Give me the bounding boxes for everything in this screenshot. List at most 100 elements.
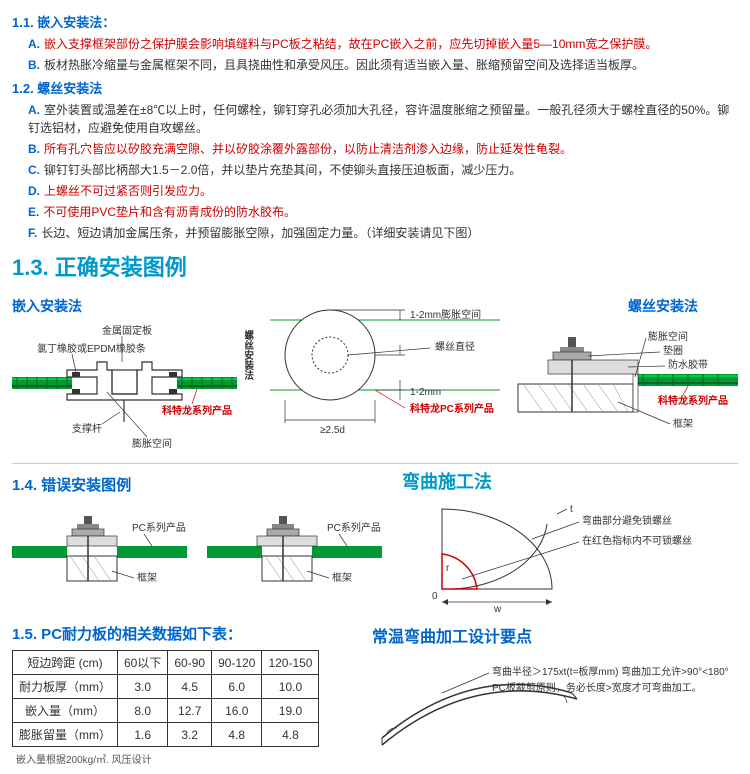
table-cell: 4.5: [168, 675, 212, 699]
table-header: 60-90: [168, 651, 212, 675]
curve-heading: 弯曲施工法: [402, 468, 722, 494]
s12-e: E. 不可使用PVC垫片和含有沥青成份的防水胶布。: [28, 203, 738, 221]
screw-top-svg: 螺丝安装法 1-2mm膨胀空间 螺丝直径 1-2mm 科特龙PC系列产品: [245, 290, 500, 440]
item-text: 长边、短边请加金属压条，并预留膨胀空隙，加强固定力量。（详细安装请见下图）: [41, 226, 479, 240]
label: 氯丁橡胶或EPDM橡胶条: [37, 342, 146, 355]
section-bend-design: 常温弯曲加工设计要点 弯曲半径＞175xt(t=板厚mm) 弯曲加工允许>90°…: [372, 617, 732, 766]
label: 螺丝直径: [435, 340, 475, 353]
label: 在红色指标内不可锁螺丝: [582, 534, 692, 547]
section-1-4: 1.4. 错误安装图例 PC系列产品 框架 PC系列产品 框架: [12, 468, 382, 617]
s11-b: B. 板材热胀冷缩量与金属框架不同，且具挠曲性和承受风压。因此须有适当嵌入量、胀缩…: [28, 56, 738, 74]
table-cell: 8.0: [118, 699, 168, 723]
item-text: 室外装置或温差在±8℃以上时，任何螺栓，铆钉穿孔必须加大孔径，容许温度胀缩之预留…: [28, 103, 729, 135]
label: 科特龙系列产品: [162, 404, 232, 417]
table-cell: 10.0: [262, 675, 319, 699]
diagram-screw-top: 螺丝安装法 1-2mm膨胀空间 螺丝直径 1-2mm 科特龙PC系列产品: [245, 290, 500, 455]
section-1-4-heading: 1.4. 错误安装图例: [12, 474, 382, 495]
label: 垫圈: [663, 344, 683, 357]
label: 支撑杆: [72, 422, 102, 435]
label: 1-2mm: [410, 387, 441, 398]
label: 膨胀空间: [132, 437, 172, 450]
label: t: [570, 504, 573, 515]
item-tag: A.: [28, 37, 40, 51]
table-cell: 16.0: [212, 699, 262, 723]
s12-f: F. 长边、短边请加金属压条，并预留膨胀空隙，加强固定力量。（详细安装请见下图）: [28, 224, 738, 242]
table-row: 嵌入量（mm） 8.0 12.7 16.0 19.0: [13, 699, 319, 723]
label: PC板裁剪原则，务必长度>宽度才可弯曲加工。: [492, 681, 702, 694]
item-tag: F.: [28, 226, 37, 240]
section-1-5: 1.5. PC耐力板的相关数据如下表： 短边跨距 (cm) 60以下 60-90…: [12, 617, 352, 766]
table-cell: 3.2: [168, 723, 212, 747]
pc-data-table: 短边跨距 (cm) 60以下 60-90 90-120 120-150 耐力板厚…: [12, 650, 319, 747]
item-text: 嵌入支撑框架部份之保护膜会影响填缝料与PC板之粘结，故在PC嵌入之前，应先切掉嵌…: [44, 37, 657, 51]
table-cell: 1.6: [118, 723, 168, 747]
diagram-title: 螺丝安装法: [245, 329, 255, 381]
label: w: [493, 604, 502, 614]
bend-design-heading: 常温弯曲加工设计要点: [372, 623, 732, 647]
curve-svg: r 0 w t 弯曲部分避免锁螺丝 在红色指标内不可锁螺丝: [402, 494, 722, 614]
table-cell: 膨胀留量（mm）: [13, 723, 118, 747]
section-1-2-heading: 1.2. 螺丝安装法: [12, 78, 738, 97]
table-note: 嵌入量根据200kg/㎡. 风压设计: [16, 751, 352, 766]
s12-d: D. 上螺丝不可过紧否则引发应力。: [28, 182, 738, 200]
section-1-1-heading: 1.1. 嵌入安装法：: [12, 12, 738, 31]
embed-diagram-svg: 金属固定板 氯丁橡胶或EPDM橡胶条 科特龙系列产品 支撑杆 膨胀空间: [12, 322, 237, 452]
item-text: 不可使用PVC垫片和含有沥青成份的防水胶布。: [43, 205, 296, 219]
item-text: 板材热胀冷缩量与金属框架不同，且具挠曲性和承受风压。因此须有适当嵌入量、胀缩预留…: [44, 58, 644, 72]
label: 框架: [673, 417, 693, 430]
table-row: 膨胀留量（mm） 1.6 3.2 4.8 4.8: [13, 723, 319, 747]
item-text: 所有孔穴皆应以矽胶充满空隙、并以矽胶涂覆外露部份，以防止清洁剂渗入边缘，防止延发…: [44, 142, 572, 156]
table-cell: 3.0: [118, 675, 168, 699]
wrong-install-svg: PC系列产品 框架 PC系列产品 框架: [12, 501, 382, 611]
item-tag: D.: [28, 184, 40, 198]
label: 框架: [137, 571, 157, 584]
diagram-embed: 嵌入安装法 金属固定板: [12, 290, 237, 455]
label: 0: [432, 591, 438, 602]
row-14-curve: 1.4. 错误安装图例 PC系列产品 框架 PC系列产品 框架: [12, 468, 738, 617]
diagram-title: 嵌入安装法: [12, 296, 237, 316]
table-cell: 12.7: [168, 699, 212, 723]
label: 框架: [332, 571, 352, 584]
diagram-screw-side: 螺丝安装法 膨胀空间 垫圈: [508, 290, 738, 455]
label: r: [446, 563, 450, 574]
table-row: 短边跨距 (cm) 60以下 60-90 90-120 120-150: [13, 651, 319, 675]
item-tag: A.: [28, 103, 40, 117]
screw-side-svg: 膨胀空间 垫圈 防水胶带 科特龙系列产品 框架: [508, 322, 738, 452]
table-cell: 4.8: [262, 723, 319, 747]
table-row: 耐力板厚（mm） 3.0 4.5 6.0 10.0: [13, 675, 319, 699]
table-cell: 嵌入量（mm）: [13, 699, 118, 723]
item-tag: B.: [28, 58, 40, 72]
table-header: 短边跨距 (cm): [13, 651, 118, 675]
label: 膨胀空间: [648, 330, 688, 343]
table-cell: 19.0: [262, 699, 319, 723]
label: 科特龙PC系列产品: [410, 402, 494, 415]
label: 防水胶带: [668, 358, 708, 371]
label: PC系列产品: [132, 521, 186, 534]
label: ≥2.5d: [320, 425, 345, 436]
item-tag: B.: [28, 142, 40, 156]
label: 1-2mm膨胀空间: [410, 308, 481, 321]
label: 弯曲部分避免锁螺丝: [582, 514, 672, 527]
label: PC系列产品: [327, 521, 381, 534]
label: 金属固定板: [102, 324, 152, 337]
table-cell: 4.8: [212, 723, 262, 747]
section-1-3-heading: 1.3. 正确安装图例: [12, 250, 738, 282]
label: 弯曲半径＞175xt(t=板厚mm) 弯曲加工允许>90°<180°: [492, 665, 729, 678]
table-cell: 耐力板厚（mm）: [13, 675, 118, 699]
row-15-bend: 1.5. PC耐力板的相关数据如下表： 短边跨距 (cm) 60以下 60-90…: [12, 617, 738, 766]
item-tag: C.: [28, 163, 40, 177]
table-cell: 6.0: [212, 675, 262, 699]
section-1-5-heading: 1.5. PC耐力板的相关数据如下表：: [12, 623, 352, 644]
bend-design-svg: 弯曲半径＞175xt(t=板厚mm) 弯曲加工允许>90°<180° PC板裁剪…: [372, 653, 732, 763]
diagram-title: 螺丝安装法: [508, 296, 698, 316]
section-curve: 弯曲施工法 r 0 w t 弯曲部分避免锁螺丝 在红色指标内不可锁螺丝: [402, 468, 722, 617]
item-text: 铆钉钉头部比柄部大1.5－2.0倍，并以垫片充垫其间，不使铆头直接压迫板面，减少…: [44, 163, 521, 177]
s12-b: B. 所有孔穴皆应以矽胶充满空隙、并以矽胶涂覆外露部份，以防止清洁剂渗入边缘，防止…: [28, 140, 738, 158]
item-text: 上螺丝不可过紧否则引发应力。: [44, 184, 212, 198]
table-header: 60以下: [118, 651, 168, 675]
item-tag: E.: [28, 205, 39, 219]
s12-c: C. 铆钉钉头部比柄部大1.5－2.0倍，并以垫片充垫其间，不使铆头直接压迫板面，…: [28, 161, 738, 179]
correct-diagrams-row: 嵌入安装法 金属固定板: [12, 290, 738, 455]
table-header: 120-150: [262, 651, 319, 675]
s12-a: A.室外装置或温差在±8℃以上时，任何螺栓，铆钉穿孔必须加大孔径，容许温度胀缩之…: [28, 101, 738, 137]
